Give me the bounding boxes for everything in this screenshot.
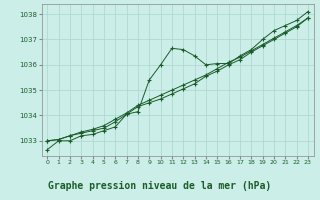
Text: Graphe pression niveau de la mer (hPa): Graphe pression niveau de la mer (hPa) <box>48 181 272 191</box>
